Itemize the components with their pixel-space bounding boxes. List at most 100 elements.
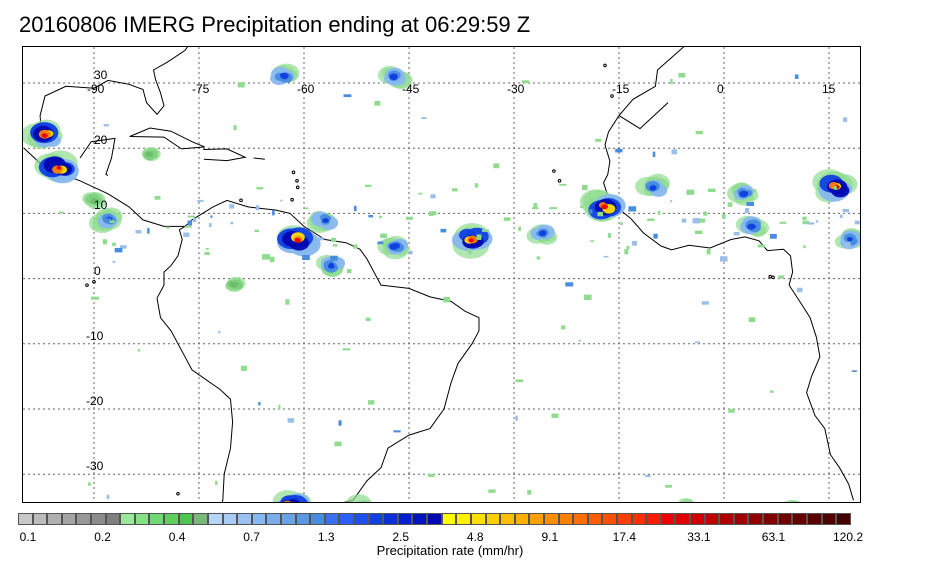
colorbar-tick-label: 0.2 — [94, 530, 111, 544]
colorbar-swatch — [543, 513, 559, 525]
latitude-label: 10 — [94, 198, 108, 213]
colorbar-swatch — [178, 513, 194, 525]
coastline-2 — [156, 225, 186, 299]
precip-cell-21 — [225, 276, 246, 292]
coastline-7 — [253, 157, 265, 160]
colorbar-swatch — [602, 513, 617, 525]
colorbar-swatch — [149, 513, 165, 525]
colorbar-swatch — [295, 513, 311, 525]
colorbar-swatch — [456, 513, 471, 525]
island-10 — [771, 275, 775, 280]
precip-cell-18 — [345, 494, 372, 502]
longitude-label: -45 — [402, 82, 420, 96]
colorbar-swatch — [733, 513, 749, 525]
precip-cell-10 — [635, 173, 671, 197]
longitude-label: -60 — [297, 82, 315, 96]
colorbar-tick-label: 1.3 — [317, 530, 335, 544]
colorbar-swatch — [120, 513, 135, 525]
precip-cell-20 — [142, 147, 161, 162]
colorbar-swatch — [207, 513, 223, 525]
coastline-1 — [156, 298, 234, 502]
colorbar-swatch — [806, 513, 822, 525]
island-9 — [603, 63, 607, 68]
colorbar-swatch — [427, 513, 442, 525]
coastline-0 — [23, 147, 480, 502]
colorbar-tick-label: 0.1 — [19, 530, 37, 544]
colorbar-tick-label: 120.2 — [832, 530, 864, 544]
colorbar-swatch — [251, 513, 267, 525]
colorbar-swatch — [134, 513, 150, 525]
colorbar-swatch — [91, 513, 106, 525]
precip-cell-9 — [579, 189, 626, 222]
island-2 — [295, 179, 299, 183]
longitude-label: -15 — [612, 82, 630, 96]
island-4 — [295, 185, 300, 190]
latitude-label: 30 — [94, 68, 108, 82]
island-5 — [290, 197, 294, 202]
precip-cell-13 — [812, 169, 858, 203]
precip-cell-12 — [735, 215, 769, 237]
latitude-label: -30 — [86, 459, 104, 474]
precip-cell-23 — [678, 498, 695, 502]
colorbar-swatch — [164, 513, 179, 525]
colorbar-swatch — [47, 513, 62, 525]
precip-cell-7 — [451, 223, 493, 259]
latitude-label: 20 — [94, 133, 108, 148]
colorbar-swatch — [514, 513, 530, 525]
coastline-8 — [603, 47, 854, 501]
map-canvas — [23, 47, 860, 502]
precip-cell-11 — [727, 182, 759, 206]
colorbar-swatch — [105, 513, 121, 525]
colorbar-swatch — [470, 513, 486, 525]
colorbar-swatch — [222, 513, 238, 525]
precip-cell-3 — [276, 225, 321, 257]
colorbar-swatch — [792, 513, 807, 525]
island-12 — [92, 280, 96, 284]
colorbar-tick-label: 0.7 — [243, 530, 260, 544]
colorbar-swatch — [719, 513, 734, 525]
colorbar-swatch — [690, 513, 705, 525]
precip-cell-4 — [306, 210, 339, 233]
colorbar-swatch — [485, 513, 501, 525]
precip-cell-8 — [526, 224, 558, 245]
longitude-label: 0 — [717, 82, 724, 96]
colorbar-swatch — [383, 513, 398, 525]
colorbar-swatch — [646, 513, 661, 525]
precipitation-map — [22, 46, 861, 503]
colorbar-swatch — [587, 513, 603, 525]
colorbar-swatch — [76, 513, 92, 525]
colorbar — [18, 513, 851, 525]
colorbar-swatch — [193, 513, 208, 525]
colorbar-swatch — [18, 513, 33, 525]
precip-cell-0 — [23, 119, 63, 149]
map-title: 20160806 IMERG Precipitation ending at 0… — [19, 12, 531, 37]
colorbar-swatch — [500, 513, 515, 525]
colorbar-swatch — [704, 513, 720, 525]
coastline-3 — [39, 47, 189, 149]
colorbar-swatch — [558, 513, 574, 525]
latitude-label: 0 — [94, 263, 101, 278]
colorbar-swatch — [660, 513, 676, 525]
colorbar-swatch — [573, 513, 588, 525]
colorbar-swatch — [266, 513, 281, 525]
colorbar-tick-label: 2.5 — [392, 530, 410, 544]
latitude-label: -20 — [86, 394, 104, 408]
colorbar-swatch — [836, 513, 851, 525]
colorbar-swatch — [339, 513, 355, 525]
precip-cell-15 — [377, 65, 413, 89]
precip-cell-16 — [270, 63, 300, 85]
coastline-4 — [79, 137, 116, 177]
precip-cell-17 — [272, 490, 312, 502]
colorbar-swatch — [368, 513, 384, 525]
island-7 — [552, 169, 556, 173]
colorbar-swatch — [354, 513, 369, 525]
colorbar-swatch — [748, 513, 764, 525]
colorbar-swatch — [324, 513, 340, 525]
colorbar-swatch — [616, 513, 632, 525]
longitude-label: -75 — [192, 82, 210, 96]
scattered-precip — [59, 72, 860, 500]
colorbar-swatch — [61, 513, 77, 525]
island-6 — [557, 179, 562, 183]
colorbar-tick-label: 17.4 — [612, 530, 637, 544]
colorbar-tick-label: 33.1 — [687, 530, 711, 544]
